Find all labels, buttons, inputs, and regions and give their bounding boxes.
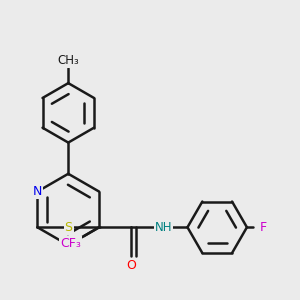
Text: S: S bbox=[64, 221, 73, 234]
Text: F: F bbox=[260, 221, 267, 234]
Text: N: N bbox=[33, 185, 42, 198]
Text: NH: NH bbox=[155, 221, 172, 234]
Text: CH₃: CH₃ bbox=[57, 54, 79, 67]
Text: N: N bbox=[64, 238, 73, 252]
Text: CF₃: CF₃ bbox=[61, 237, 81, 250]
Text: O: O bbox=[126, 259, 136, 272]
